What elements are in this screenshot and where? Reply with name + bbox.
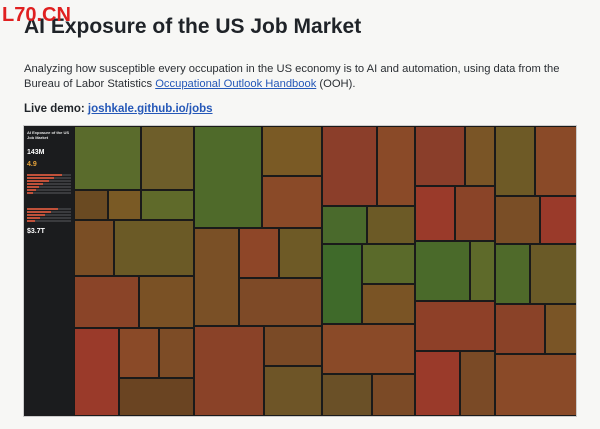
stats-panel: AI Exposure of the US Job Market 143M 4.… <box>24 126 74 416</box>
treemap-tile[interactable] <box>262 126 322 176</box>
treemap-tile[interactable] <box>495 126 535 196</box>
treemap-tile[interactable] <box>322 126 377 206</box>
treemap-tile[interactable] <box>415 351 460 416</box>
panel-bar-fill <box>27 208 58 210</box>
treemap-tile[interactable] <box>262 176 322 228</box>
treemap-tile[interactable] <box>362 284 415 324</box>
panel-bar <box>27 192 71 194</box>
panel-bar <box>27 220 71 222</box>
treemap-tile[interactable] <box>74 276 139 328</box>
treemap-tile[interactable] <box>415 186 455 241</box>
treemap-tile[interactable] <box>74 190 108 220</box>
treemap-tile[interactable] <box>495 244 530 304</box>
panel-bar <box>27 177 71 179</box>
treemap-tile[interactable] <box>119 378 194 416</box>
treemap-tile[interactable] <box>119 328 159 378</box>
treemap-tile[interactable] <box>470 241 495 301</box>
watermark: L70.CN <box>2 4 71 26</box>
treemap-tile[interactable] <box>279 228 322 278</box>
treemap-tile[interactable] <box>415 126 465 186</box>
live-demo: Live demo: joshkale.github.io/jobs <box>24 103 213 115</box>
treemap-tile[interactable] <box>362 244 415 284</box>
treemap-tile[interactable] <box>194 326 264 416</box>
panel-bar <box>27 217 71 219</box>
treemap-tile[interactable] <box>372 374 415 416</box>
exposure-bars <box>27 174 71 194</box>
treemap-tile[interactable] <box>239 278 322 326</box>
panel-bar-fill <box>27 174 63 176</box>
treemap-tile[interactable] <box>495 354 576 416</box>
treemap-tile[interactable] <box>139 276 194 328</box>
treemap-tile[interactable] <box>322 206 367 244</box>
avg-exposure-value: 4.9 <box>27 161 37 168</box>
treemap-tile[interactable] <box>74 328 119 416</box>
treemap-tile[interactable] <box>530 244 576 304</box>
panel-bar <box>27 211 71 213</box>
panel-bar-fill <box>27 186 40 188</box>
page-title: AI Exposure of the US Job Market <box>24 15 362 38</box>
treemap-tile[interactable] <box>159 328 194 378</box>
treemap-tile[interactable] <box>455 186 495 241</box>
ooh-link[interactable]: Occupational Outlook Handbook <box>155 78 317 90</box>
treemap-tile[interactable] <box>322 244 362 324</box>
panel-bar <box>27 183 71 185</box>
panel-bar-fill <box>27 183 43 185</box>
treemap-tile[interactable] <box>377 126 415 206</box>
treemap-tile[interactable] <box>114 220 194 276</box>
description: Analyzing how susceptible every occupati… <box>24 62 584 92</box>
treemap-tile[interactable] <box>74 126 141 190</box>
panel-bar <box>27 208 71 210</box>
treemap-tile[interactable] <box>540 196 576 244</box>
panel-bar-fill <box>27 189 36 191</box>
live-demo-link[interactable]: joshkale.github.io/jobs <box>87 103 213 115</box>
treemap-tile[interactable] <box>495 196 540 244</box>
treemap-tile[interactable] <box>367 206 415 244</box>
treemap-tile[interactable] <box>264 366 322 416</box>
description-text: Analyzing how susceptible every occupati… <box>24 63 560 90</box>
panel-bar-fill <box>27 214 46 216</box>
panel-bar <box>27 214 71 216</box>
treemap-tile[interactable] <box>495 304 545 354</box>
treemap-tile[interactable] <box>535 126 576 196</box>
score-value: $3.7T <box>27 228 45 235</box>
treemap-tile[interactable] <box>264 326 322 366</box>
panel-bar-fill <box>27 220 35 222</box>
description-text-end: (OOH). <box>316 78 356 90</box>
treemap-tile[interactable] <box>194 126 262 228</box>
panel-bar-fill <box>27 180 49 182</box>
treemap-tile[interactable] <box>545 304 576 354</box>
treemap-tile[interactable] <box>74 220 114 276</box>
treemap-tile[interactable] <box>415 241 470 301</box>
treemap-tile[interactable] <box>239 228 279 278</box>
panel-bar-fill <box>27 217 41 219</box>
panel-bar <box>27 186 71 188</box>
outlook-bars <box>27 208 71 222</box>
total-jobs-value: 143M <box>27 149 45 156</box>
panel-bar-fill <box>27 177 55 179</box>
treemap-tile[interactable] <box>460 351 495 416</box>
treemap-tile[interactable] <box>194 228 239 326</box>
treemap[interactable] <box>74 126 576 416</box>
panel-bar <box>27 189 71 191</box>
live-demo-label: Live demo: <box>24 103 85 115</box>
treemap-tile[interactable] <box>322 374 372 416</box>
treemap-tile[interactable] <box>465 126 495 186</box>
panel-bar-fill <box>27 192 34 194</box>
treemap-tile[interactable] <box>415 301 495 351</box>
panel-bar <box>27 180 71 182</box>
treemap-tile[interactable] <box>141 190 194 220</box>
treemap-screenshot: AI Exposure of the US Job Market 143M 4.… <box>23 125 577 417</box>
treemap-tile[interactable] <box>141 126 194 190</box>
panel-bar-fill <box>27 211 52 213</box>
panel-bar <box>27 174 71 176</box>
treemap-tile[interactable] <box>322 324 415 374</box>
panel-heading: AI Exposure of the US Job Market <box>27 130 70 140</box>
treemap-tile[interactable] <box>108 190 141 220</box>
